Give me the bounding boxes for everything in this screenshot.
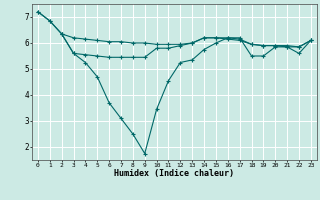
X-axis label: Humidex (Indice chaleur): Humidex (Indice chaleur): [115, 169, 234, 178]
